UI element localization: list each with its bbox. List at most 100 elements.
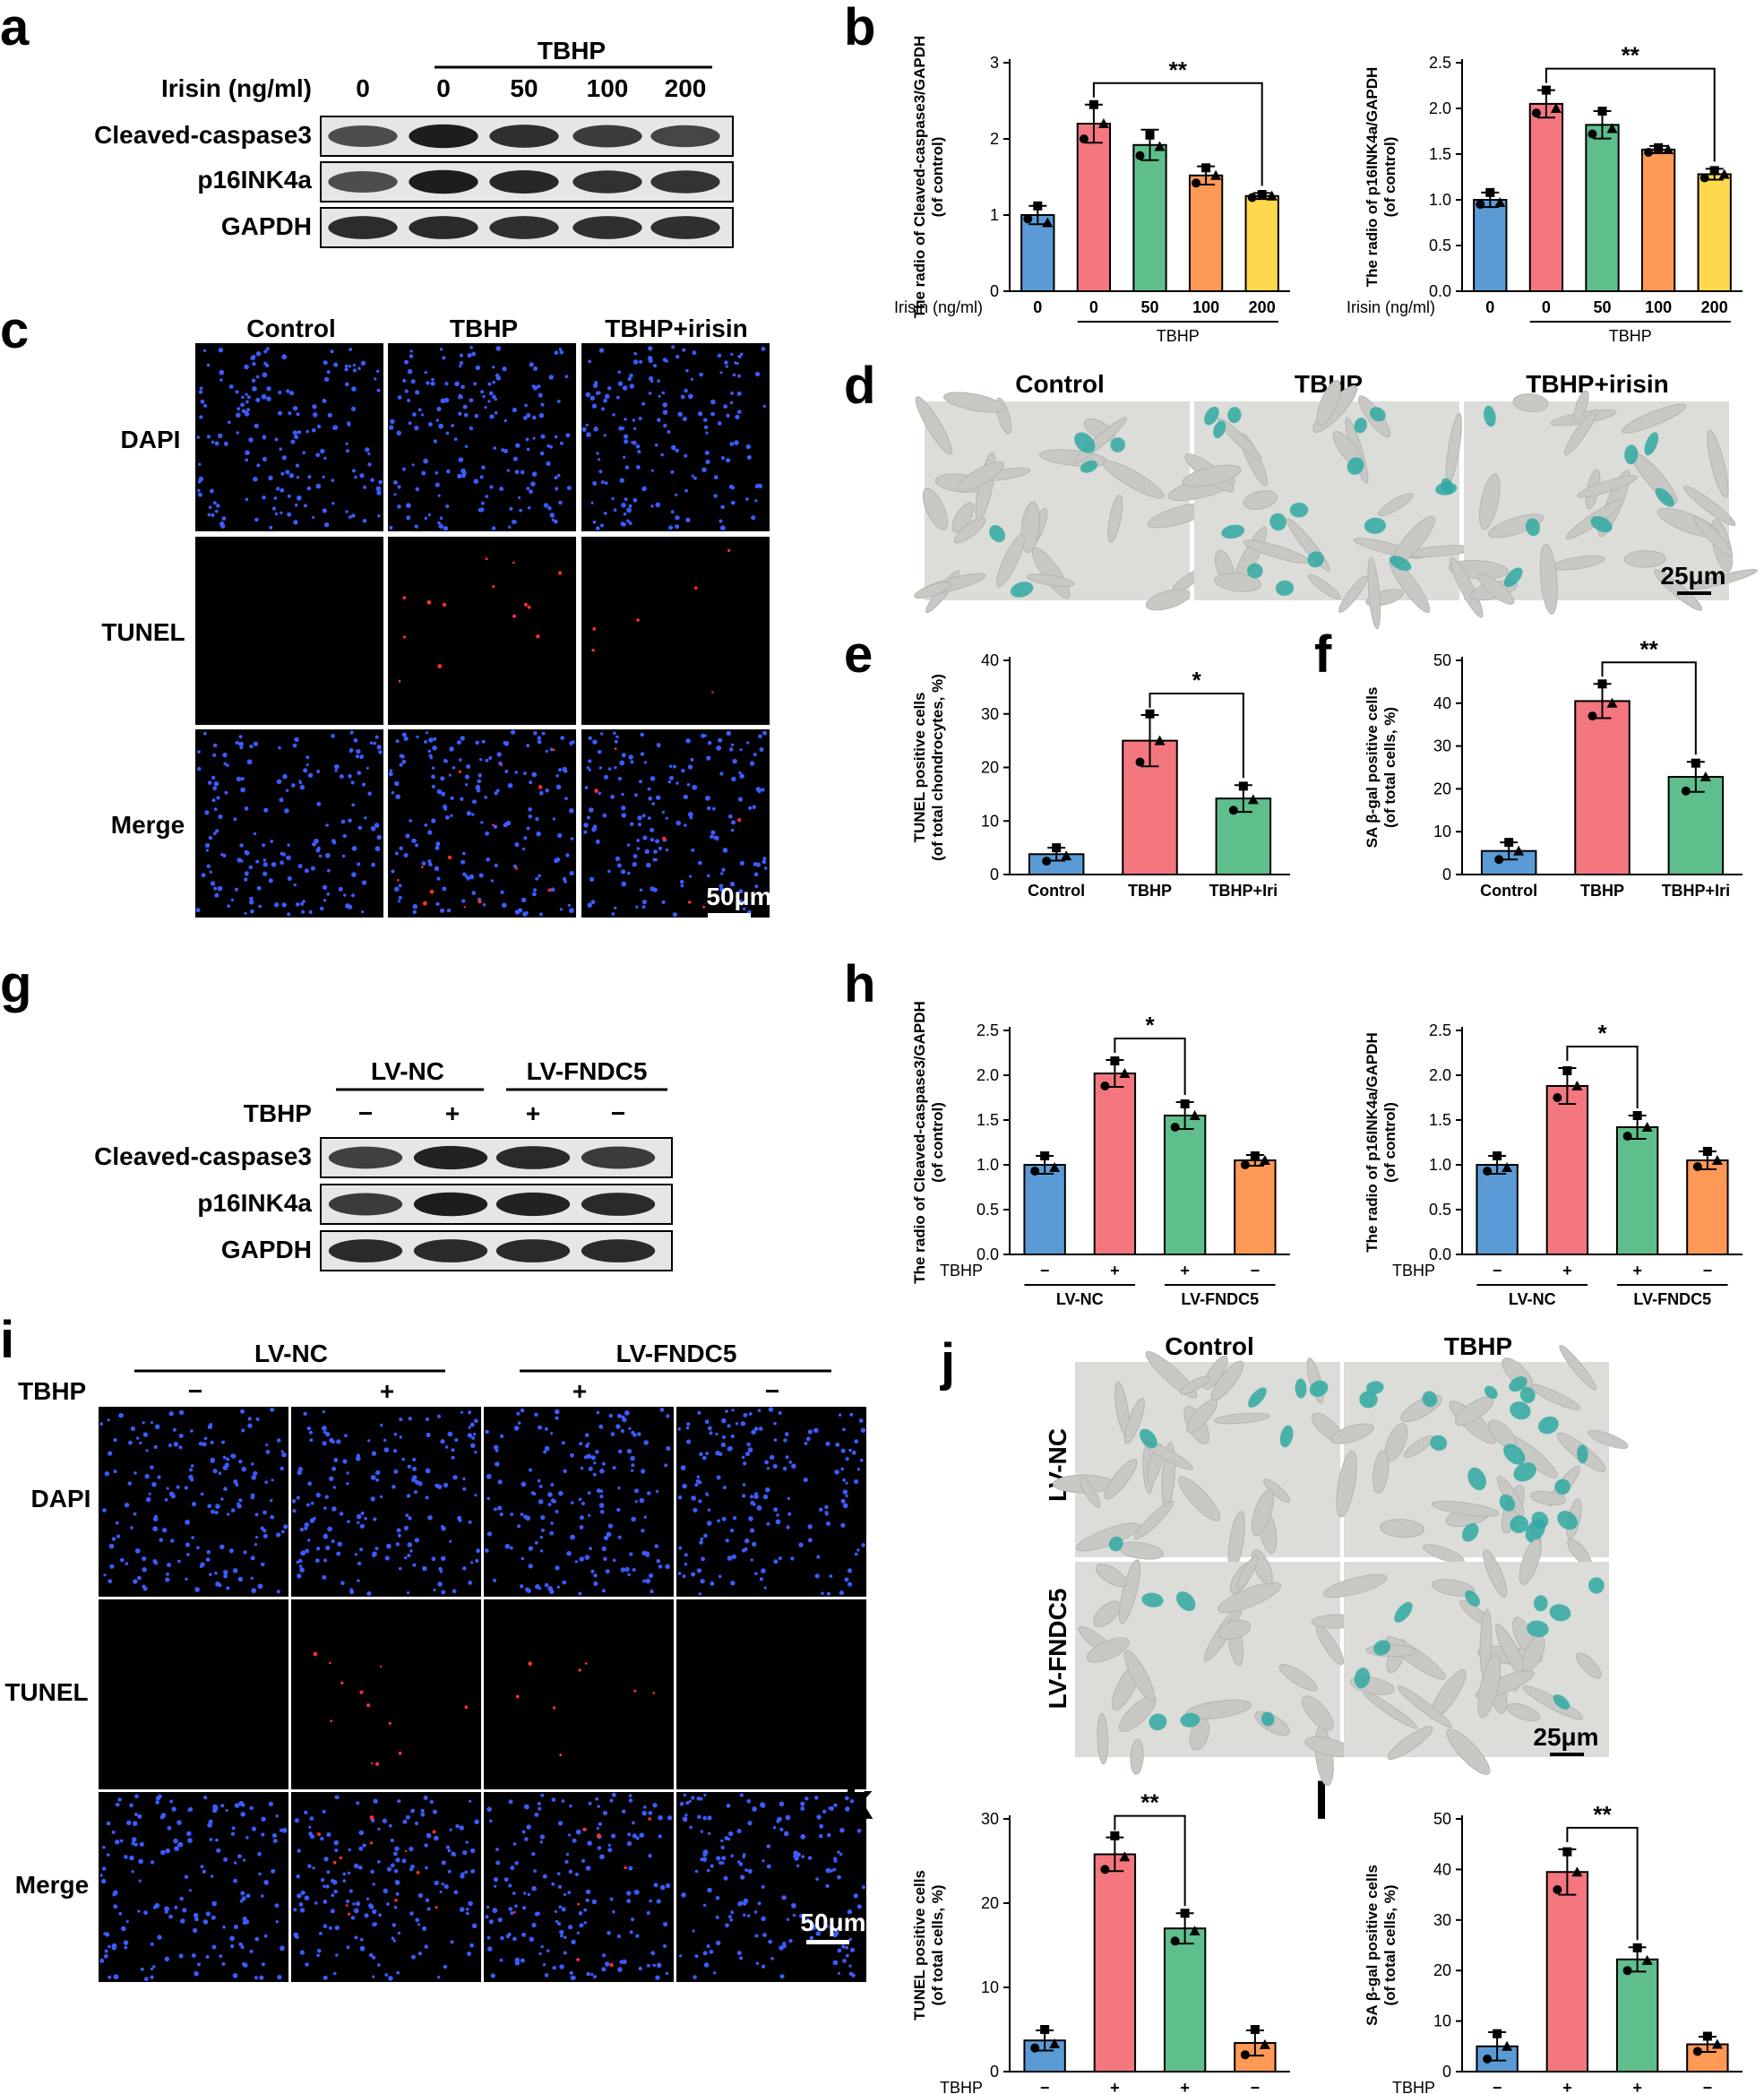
nucleus-dot: [284, 808, 289, 814]
nucleus-dot: [280, 511, 283, 515]
nucleus-dot: [415, 390, 420, 395]
nucleus-dot: [814, 1796, 819, 1800]
nucleus-dot: [235, 390, 239, 394]
nucleus-dot: [570, 837, 574, 840]
nucleus-dot: [374, 1547, 379, 1551]
blot-band: [409, 169, 478, 194]
nucleus-dot: [350, 406, 357, 411]
nucleus-dot: [568, 1869, 573, 1874]
nucleus-dot: [213, 807, 218, 811]
nucleus-dot: [435, 901, 440, 907]
nucleus-dot: [585, 1866, 591, 1871]
nucleus-dot: [435, 470, 439, 475]
nucleus-dot: [252, 361, 256, 366]
nucleus-dot: [392, 1449, 398, 1453]
nucleus-dot: [725, 1409, 728, 1413]
nucleus-dot: [521, 1932, 527, 1937]
tunel-dot: [652, 1692, 656, 1694]
nucleus-dot: [230, 1508, 236, 1512]
nucleus-dot: [294, 737, 299, 742]
nucleus-dot: [626, 507, 632, 513]
nucleus-dot: [741, 1548, 746, 1553]
nucleus-dot: [333, 1971, 337, 1976]
nucleus-dot: [115, 1802, 120, 1807]
nucleus-dot: [462, 1849, 468, 1856]
nucleus-dot: [270, 840, 274, 843]
data-point: [1504, 838, 1514, 848]
nucleus-dot: [364, 816, 367, 820]
cell-outline: [1123, 1398, 1145, 1444]
nucleus-dot: [540, 1793, 545, 1797]
nucleus-dot: [323, 376, 330, 383]
nucleus-dot: [331, 478, 335, 482]
nucleus-dot: [329, 1437, 334, 1443]
tunel-dot: [528, 1661, 532, 1666]
nucleus-dot: [504, 1544, 511, 1549]
nucleus-dot: [148, 1492, 151, 1495]
nucleus-dot: [861, 1543, 865, 1547]
nucleus-dot: [687, 764, 693, 770]
nucleus-dot: [845, 1945, 848, 1950]
nucleus-dot: [334, 769, 338, 772]
nucleus-dot: [287, 494, 291, 498]
nucleus-dot: [632, 1433, 637, 1437]
nucleus-dot: [342, 1879, 347, 1883]
nucleus-dot: [401, 732, 407, 737]
nucleus-dot: [358, 1830, 365, 1836]
nucleus-dot: [632, 1821, 635, 1825]
nucleus-dot: [184, 1874, 189, 1879]
nucleus-dot: [684, 1562, 688, 1566]
nucleus-dot: [807, 1856, 813, 1860]
nucleus-dot: [732, 758, 737, 764]
nucleus-dot: [502, 902, 507, 909]
nucleus-dot: [377, 1963, 381, 1967]
nucleus-dot: [510, 1512, 514, 1516]
cell-outline: [1431, 1501, 1500, 1517]
nucleus-dot: [466, 764, 471, 769]
nucleus-dot: [559, 441, 564, 445]
nucleus-dot: [659, 1407, 665, 1412]
nucleus-dot: [626, 1448, 632, 1454]
nucleus-dot: [253, 1470, 258, 1476]
nucleus-dot: [585, 392, 591, 398]
nucleus-dot: [479, 758, 483, 762]
cell-outline: [1213, 1412, 1270, 1425]
nucleus-dot: [544, 1426, 549, 1431]
nucleus-dot: [716, 1475, 721, 1480]
tunel-dot: [404, 1849, 408, 1853]
nucleus-dot: [493, 446, 497, 450]
nucleus-dot: [654, 857, 658, 862]
nucleus-dot: [617, 1486, 621, 1490]
tbhp-sign: +: [526, 1099, 540, 1127]
nucleus-dot: [551, 1882, 555, 1886]
nucleus-dot: [560, 1934, 564, 1938]
nucleus-dot: [137, 1814, 142, 1819]
nucleus-dot: [592, 520, 597, 524]
panel-j-staining: Control TBHP LV-NC LV-FNDC5: [1044, 1332, 1629, 1787]
nucleus-dot: [595, 391, 600, 396]
y-tick-label: 0.5: [977, 1201, 999, 1219]
nucleus-dot: [197, 767, 202, 771]
nucleus-dot: [816, 1814, 822, 1820]
nucleus-dot: [405, 1814, 410, 1820]
nucleus-dot: [578, 1591, 582, 1596]
nucleus-dot: [374, 377, 377, 381]
nucleus-dot: [308, 1430, 313, 1435]
nucleus-dot: [565, 433, 571, 438]
nucleus-dot: [510, 729, 516, 735]
nucleus-dot: [484, 1548, 489, 1553]
nucleus-dot: [650, 1589, 654, 1594]
tunel-dot: [402, 596, 407, 599]
nucleus-dot: [405, 833, 410, 839]
nucleus-dot: [468, 1520, 472, 1524]
nucleus-dot: [684, 388, 688, 393]
nucleus-dot: [614, 739, 618, 744]
nucleus-dot: [437, 1975, 441, 1979]
nucleus-dot: [464, 1870, 469, 1874]
nucleus-dot: [293, 520, 298, 525]
nucleus-dot: [824, 1504, 829, 1510]
nucleus-dot: [396, 1970, 400, 1975]
nucleus-dot: [547, 505, 552, 511]
nucleus-dot: [586, 432, 591, 437]
nucleus-dot: [856, 1548, 860, 1552]
